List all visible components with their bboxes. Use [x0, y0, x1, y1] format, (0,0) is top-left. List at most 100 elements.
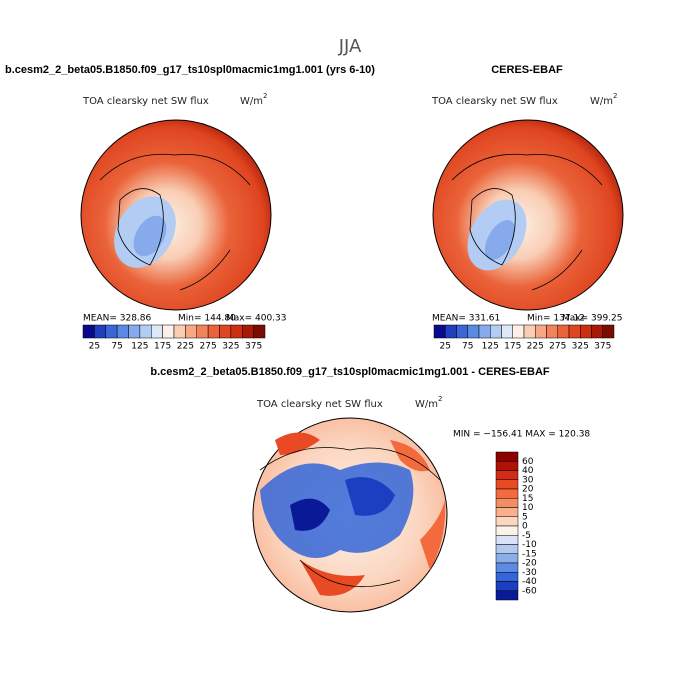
colorbar-box — [568, 324, 581, 339]
colorbar-box — [433, 324, 446, 339]
colorbar-box — [495, 535, 519, 545]
variable-label: TOA clearsky net SW flux — [256, 399, 383, 410]
colorbar-box — [139, 324, 152, 339]
colorbar-label: 125 — [131, 342, 148, 352]
colorbar-box — [512, 324, 525, 339]
units-exponent: 2 — [438, 395, 442, 403]
colorbar-box — [501, 324, 513, 339]
colorbar-box — [495, 572, 519, 582]
colorbar-box — [495, 479, 519, 490]
colorbar-box — [495, 498, 519, 508]
colorbar-box — [557, 324, 570, 339]
colorbar-box — [495, 581, 519, 591]
units: W/m — [240, 96, 263, 107]
stat-label: Min= 137.12 — [527, 314, 585, 324]
colorbar-label: 75 — [462, 342, 473, 352]
colorbar-box — [445, 324, 457, 339]
colorbar-label: 0 — [522, 522, 528, 532]
map — [80, 119, 272, 311]
colorbar-label: -10 — [522, 540, 537, 550]
colorbar-box — [207, 324, 220, 339]
colorbar-box — [495, 507, 519, 517]
colorbar-box — [253, 324, 266, 339]
units-label: W/m2 — [240, 92, 267, 107]
variable-label: TOA clearsky net SW flux — [431, 96, 558, 107]
colorbar-label: 40 — [522, 466, 534, 476]
colorbar-label: 225 — [527, 342, 544, 352]
colorbar-box — [495, 525, 519, 536]
colorbar-label: 10 — [522, 503, 534, 513]
colorbar-box — [478, 324, 491, 339]
colorbar-label: -20 — [522, 559, 537, 569]
colorbar-box — [196, 324, 209, 339]
units-exponent: 2 — [613, 92, 617, 100]
colorbar-label: 15 — [522, 494, 533, 504]
panel-title: b.cesm2_2_beta05.B1850.f09_g17_ts10spl0m… — [5, 64, 375, 76]
map — [252, 417, 448, 613]
colorbar-label: -30 — [522, 568, 537, 578]
colorbar-label: 30 — [522, 475, 534, 485]
variable-label: TOA clearsky net SW flux — [82, 96, 209, 107]
colorbar-label: 60 — [522, 457, 534, 467]
stat-label: Max= 399.25 — [562, 314, 623, 324]
colorbar-label: 20 — [522, 485, 534, 495]
colorbar-label: 5 — [522, 512, 528, 522]
colorbar-box — [495, 516, 519, 527]
colorbar-box — [94, 324, 106, 339]
colorbar-box — [173, 324, 186, 339]
colorbar-label: 175 — [504, 342, 521, 352]
colorbar-box — [495, 562, 519, 573]
colorbar-label: -40 — [522, 577, 537, 587]
colorbar-label: 325 — [572, 342, 589, 352]
figure-title: JJA — [338, 36, 362, 57]
colorbar-box — [242, 324, 254, 339]
colorbar-label: -15 — [522, 549, 537, 559]
colorbar-box — [105, 324, 118, 339]
stat-label: MEAN= 328.86 — [83, 314, 152, 324]
colorbar-box — [495, 461, 519, 471]
colorbar-label: 375 — [594, 342, 611, 352]
colorbar-box — [495, 488, 519, 499]
colorbar-box — [495, 553, 519, 564]
colorbar-box — [580, 324, 592, 339]
colorbar-box — [535, 324, 547, 339]
colorbar-label: 75 — [111, 342, 122, 352]
colorbar-box — [495, 470, 519, 480]
colorbar-box — [82, 324, 95, 339]
colorbar-label: 25 — [440, 342, 451, 352]
units-exponent: 2 — [263, 92, 267, 100]
colorbar-label: -60 — [522, 586, 537, 596]
panel-title: b.cesm2_2_beta05.B1850.f09_g17_ts10spl0m… — [150, 366, 550, 378]
colorbar-label: 125 — [482, 342, 499, 352]
colorbar-label: 275 — [200, 342, 217, 352]
colorbar-box — [495, 590, 519, 601]
stat-label: MIN = −156.41 MAX = 120.38 — [453, 430, 590, 440]
colorbar-label: 325 — [222, 342, 239, 352]
colorbar-label: 225 — [177, 342, 194, 352]
colorbar-label: 275 — [549, 342, 566, 352]
units-label: W/m2 — [590, 92, 617, 107]
units-label: W/m2 — [415, 395, 442, 410]
panel-title: CERES-EBAF — [491, 64, 563, 76]
colorbar-label: -5 — [522, 531, 531, 541]
colorbar-box — [456, 324, 468, 339]
colorbar-box — [116, 324, 129, 339]
colorbar-label: 175 — [154, 342, 171, 352]
units: W/m — [590, 96, 613, 107]
colorbar-box — [185, 324, 197, 339]
colorbar-box — [230, 324, 243, 339]
colorbar-box — [219, 324, 232, 339]
colorbar-box — [523, 324, 536, 339]
map — [432, 119, 624, 311]
colorbar-box — [546, 324, 558, 339]
stat-label: Max= 400.33 — [226, 314, 287, 324]
colorbar-box — [151, 324, 163, 339]
colorbar-box — [602, 324, 615, 339]
stat-label: Min= 144.80 — [178, 314, 236, 324]
stat-label: MEAN= 331.61 — [432, 314, 500, 324]
colorbar-box — [495, 451, 519, 462]
colorbar-box — [495, 544, 519, 554]
colorbar-label: 375 — [245, 342, 262, 352]
colorbar-box — [128, 324, 141, 339]
